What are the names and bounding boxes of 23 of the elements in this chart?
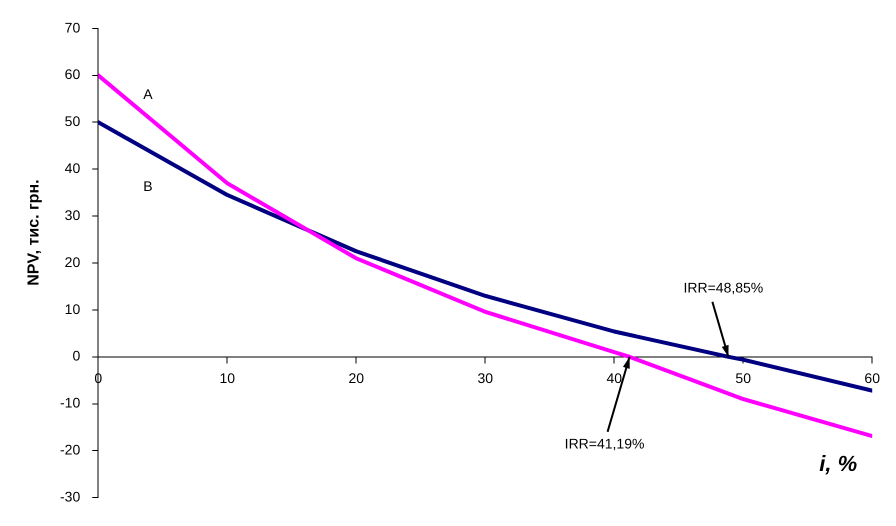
x-tick-label: 10: [219, 370, 236, 386]
y-tick-label: -20: [60, 442, 80, 458]
y-tick-label: 70: [64, 19, 80, 36]
x-tick-label: 20: [348, 370, 364, 386]
y-tick-label: 20: [64, 254, 80, 270]
y-tick-label: 50: [64, 113, 80, 130]
y-tick-label: 30: [64, 206, 80, 223]
y-tick-label: -10: [60, 394, 80, 411]
series-label: A: [143, 86, 154, 102]
y-tick-label: 10: [64, 300, 80, 317]
y-tick-label: 0: [72, 348, 80, 364]
y-axis-title: NPV, тис. грн.: [25, 179, 42, 286]
y-tick-label: 40: [64, 160, 80, 176]
y-tick-label: 60: [64, 66, 80, 82]
series-label: B: [143, 178, 153, 194]
y-tick-label: -30: [60, 488, 80, 504]
x-tick-label: 30: [477, 370, 494, 386]
annotation: IRR=48,85%: [683, 280, 764, 296]
annotation: IRR=41,19%: [564, 436, 644, 452]
x-axis-title: i, %: [819, 450, 858, 476]
x-tick-label: 60: [864, 370, 880, 386]
x-tick-label: 40: [606, 370, 622, 386]
x-tick-label: 50: [735, 370, 752, 386]
